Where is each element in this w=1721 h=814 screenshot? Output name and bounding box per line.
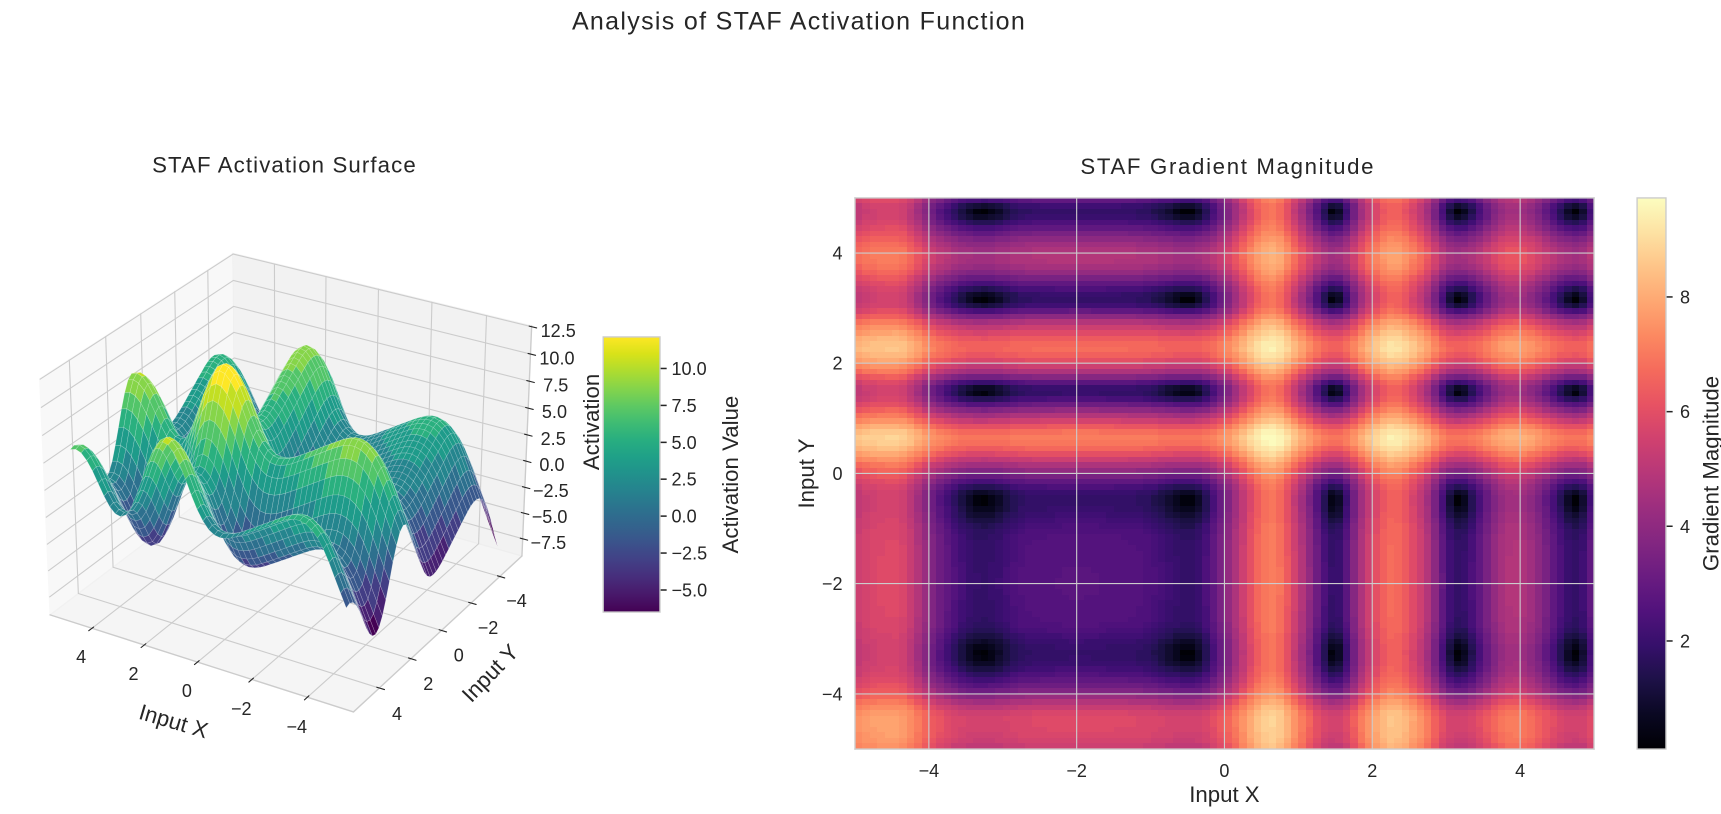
svg-text:4: 4 — [832, 244, 842, 264]
svg-text:−4: −4 — [506, 591, 527, 611]
svg-text:−4: −4 — [822, 684, 843, 704]
svg-text:−4: −4 — [919, 761, 940, 781]
svg-text:0.0: 0.0 — [539, 455, 564, 475]
svg-text:8: 8 — [1680, 287, 1690, 307]
svg-text:0: 0 — [454, 646, 464, 666]
svg-text:7.5: 7.5 — [543, 375, 568, 395]
svg-text:12.5: 12.5 — [541, 321, 576, 341]
svg-text:2: 2 — [1367, 761, 1377, 781]
svg-text:5.0: 5.0 — [542, 402, 567, 422]
svg-text:7.5: 7.5 — [672, 396, 697, 416]
svg-text:0: 0 — [1219, 761, 1229, 781]
svg-text:−5.0: −5.0 — [672, 581, 708, 601]
svg-text:STAF Activation Surface: STAF Activation Surface — [152, 152, 417, 177]
svg-text:5.0: 5.0 — [672, 433, 697, 453]
svg-text:Input X: Input X — [1189, 782, 1260, 807]
svg-text:Activation: Activation — [579, 374, 604, 470]
svg-text:Analysis of STAF Activation Fu: Analysis of STAF Activation Function — [572, 8, 1026, 36]
svg-text:−2.5: −2.5 — [533, 481, 569, 501]
svg-text:0: 0 — [832, 464, 842, 484]
svg-text:−2: −2 — [231, 699, 252, 719]
svg-text:4: 4 — [1680, 517, 1690, 537]
svg-text:2.5: 2.5 — [541, 429, 566, 449]
svg-text:6: 6 — [1680, 402, 1690, 422]
svg-text:Activation Value: Activation Value — [718, 396, 743, 554]
svg-text:2: 2 — [423, 674, 433, 694]
svg-text:2.5: 2.5 — [672, 470, 697, 490]
svg-text:2: 2 — [832, 354, 842, 374]
svg-text:0.0: 0.0 — [672, 507, 697, 527]
svg-text:−5.0: −5.0 — [532, 507, 568, 527]
svg-text:4: 4 — [1515, 761, 1525, 781]
svg-text:−2: −2 — [1066, 761, 1087, 781]
svg-text:4: 4 — [392, 704, 402, 724]
svg-text:−7.5: −7.5 — [531, 533, 567, 553]
svg-text:−4: −4 — [287, 717, 308, 737]
svg-text:10.0: 10.0 — [672, 359, 707, 379]
svg-text:2: 2 — [1680, 632, 1690, 652]
svg-text:0: 0 — [182, 681, 192, 701]
svg-text:−2: −2 — [822, 574, 843, 594]
svg-text:10.0: 10.0 — [539, 348, 574, 368]
svg-text:Gradient Magnitude: Gradient Magnitude — [1699, 376, 1721, 571]
svg-text:STAF Gradient Magnitude: STAF Gradient Magnitude — [1080, 154, 1375, 179]
svg-text:Input Y: Input Y — [794, 438, 819, 508]
svg-text:−2.5: −2.5 — [672, 544, 708, 564]
svg-text:2: 2 — [128, 664, 138, 684]
svg-text:4: 4 — [76, 647, 86, 667]
svg-text:−2: −2 — [478, 618, 499, 638]
